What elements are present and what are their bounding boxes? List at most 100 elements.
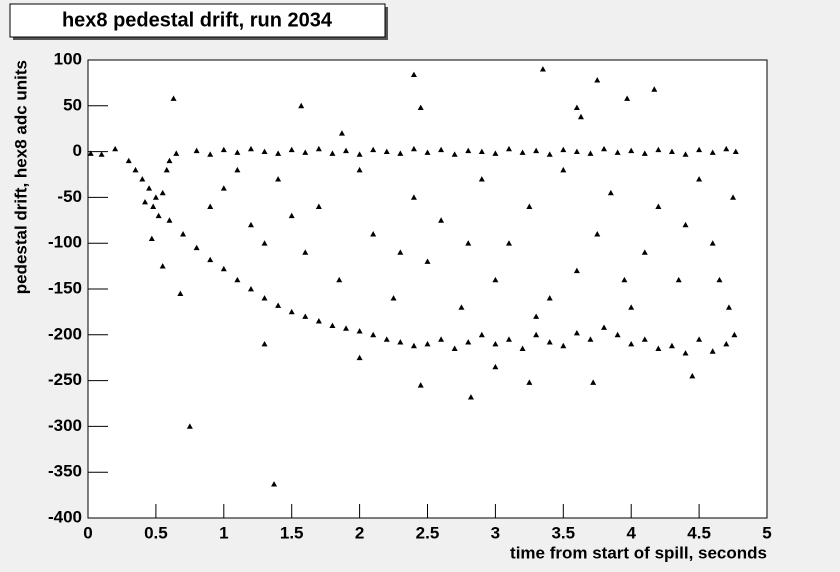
point [261, 148, 268, 154]
point [519, 345, 526, 351]
point [343, 325, 350, 331]
point [492, 150, 499, 156]
point [166, 217, 173, 223]
point [343, 147, 350, 154]
point [668, 342, 675, 349]
point [180, 231, 187, 237]
point [505, 145, 512, 152]
point [655, 345, 662, 351]
point [689, 373, 696, 379]
y-tick-label: 0 [73, 141, 82, 160]
point [275, 150, 282, 156]
point [315, 203, 322, 209]
point [478, 331, 485, 338]
point [329, 150, 336, 156]
point [288, 146, 295, 153]
point [560, 146, 567, 153]
point [641, 336, 648, 342]
point [607, 189, 614, 196]
point [451, 345, 458, 351]
point [492, 276, 499, 283]
point [397, 150, 404, 156]
point [655, 203, 662, 209]
point [628, 147, 635, 154]
point [519, 149, 526, 155]
point [370, 231, 377, 237]
point [573, 148, 580, 154]
point [438, 146, 445, 153]
point [163, 166, 170, 173]
point [505, 240, 512, 246]
point [261, 240, 268, 246]
y-tick-label: 50 [63, 95, 82, 114]
x-tick-label: 3 [491, 523, 500, 542]
point [478, 148, 485, 154]
point [465, 339, 472, 345]
point [577, 113, 584, 120]
point [275, 302, 282, 308]
point [732, 148, 739, 154]
point [587, 336, 594, 342]
point [651, 86, 658, 92]
chart-title: hex8 pedestal drift, run 2034 [62, 9, 333, 31]
point [696, 146, 703, 153]
point [302, 149, 309, 155]
point [315, 318, 322, 324]
point [696, 176, 703, 182]
point [709, 348, 716, 354]
point [356, 354, 363, 361]
point [451, 151, 458, 157]
point [730, 194, 737, 200]
point [356, 151, 363, 157]
x-tick-label: 4 [626, 523, 636, 542]
point [410, 342, 417, 349]
point [170, 95, 177, 101]
point [261, 340, 268, 347]
title-box [9, 3, 386, 38]
point [302, 249, 309, 255]
point [417, 382, 424, 388]
point [247, 221, 254, 228]
y-tick-label: -200 [48, 324, 82, 343]
point [234, 149, 241, 155]
y-tick-label: -250 [48, 370, 82, 389]
point [594, 77, 601, 83]
x-axis-title: time from start of spill, seconds [510, 543, 767, 562]
point [641, 249, 648, 255]
point [682, 221, 689, 228]
point [159, 263, 166, 269]
point [397, 249, 404, 255]
x-tick-label: 3.5 [551, 523, 575, 542]
point [112, 145, 119, 152]
point [177, 290, 184, 296]
y-tick-label: -400 [48, 507, 82, 526]
point [146, 185, 153, 191]
point [159, 189, 166, 196]
point [125, 157, 132, 164]
y-axis-title: pedestal drift, hex8 adc units [11, 60, 30, 294]
point [261, 295, 268, 301]
point [590, 379, 597, 385]
point [186, 423, 193, 429]
point [132, 166, 139, 173]
point [655, 146, 662, 153]
point [539, 66, 546, 72]
point [370, 331, 377, 338]
point [546, 151, 553, 157]
point [546, 339, 553, 345]
x-tick-label: 4.5 [687, 523, 711, 542]
point [614, 331, 621, 338]
point [288, 212, 295, 219]
y-tick-label: -50 [57, 187, 82, 206]
x-tick-label: 1.5 [280, 523, 304, 542]
y-tick-label: -150 [48, 278, 82, 297]
point [533, 313, 540, 319]
point [356, 328, 363, 334]
point [336, 276, 343, 283]
point [675, 276, 682, 283]
point [614, 149, 621, 155]
point [696, 336, 703, 342]
point [465, 240, 472, 246]
point [315, 145, 322, 152]
point [624, 95, 631, 101]
